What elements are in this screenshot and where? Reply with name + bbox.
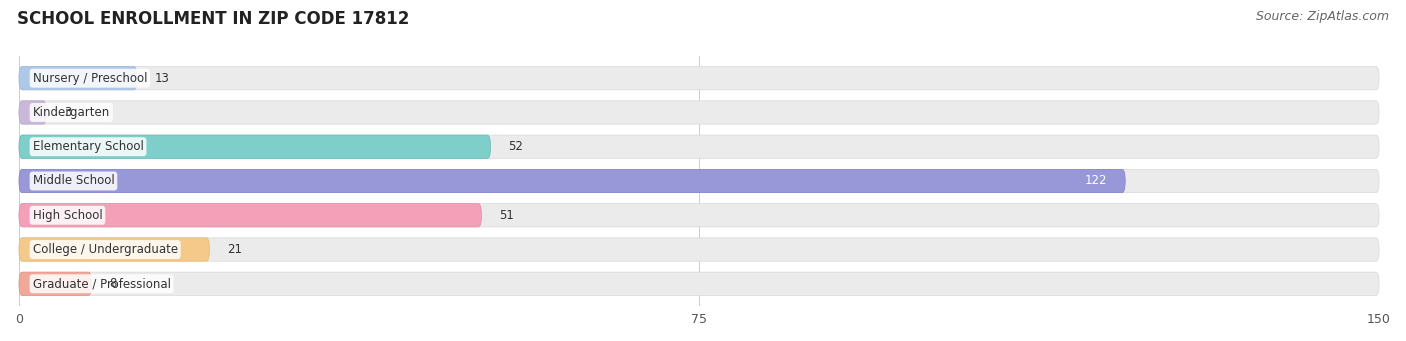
Text: 21: 21 [228, 243, 243, 256]
FancyBboxPatch shape [20, 238, 1379, 261]
Text: High School: High School [32, 209, 103, 222]
FancyBboxPatch shape [20, 101, 46, 124]
Text: Elementary School: Elementary School [32, 140, 143, 153]
Text: Source: ZipAtlas.com: Source: ZipAtlas.com [1256, 10, 1389, 23]
FancyBboxPatch shape [20, 272, 1379, 295]
Text: 3: 3 [65, 106, 72, 119]
FancyBboxPatch shape [20, 204, 481, 227]
Text: SCHOOL ENROLLMENT IN ZIP CODE 17812: SCHOOL ENROLLMENT IN ZIP CODE 17812 [17, 10, 409, 28]
Text: College / Undergraduate: College / Undergraduate [32, 243, 177, 256]
FancyBboxPatch shape [20, 66, 1379, 90]
FancyBboxPatch shape [20, 101, 1379, 124]
FancyBboxPatch shape [20, 169, 1379, 193]
FancyBboxPatch shape [20, 135, 491, 158]
FancyBboxPatch shape [20, 204, 1379, 227]
Text: Middle School: Middle School [32, 175, 114, 188]
FancyBboxPatch shape [20, 66, 136, 90]
Text: 122: 122 [1084, 175, 1107, 188]
FancyBboxPatch shape [20, 135, 1379, 158]
FancyBboxPatch shape [20, 238, 209, 261]
Text: 52: 52 [509, 140, 523, 153]
Text: 13: 13 [155, 72, 170, 85]
Text: Graduate / Professional: Graduate / Professional [32, 277, 170, 290]
Text: Kindergarten: Kindergarten [32, 106, 110, 119]
Text: 51: 51 [499, 209, 515, 222]
FancyBboxPatch shape [20, 169, 1125, 193]
FancyBboxPatch shape [20, 272, 91, 295]
Text: 8: 8 [110, 277, 117, 290]
Text: Nursery / Preschool: Nursery / Preschool [32, 72, 148, 85]
